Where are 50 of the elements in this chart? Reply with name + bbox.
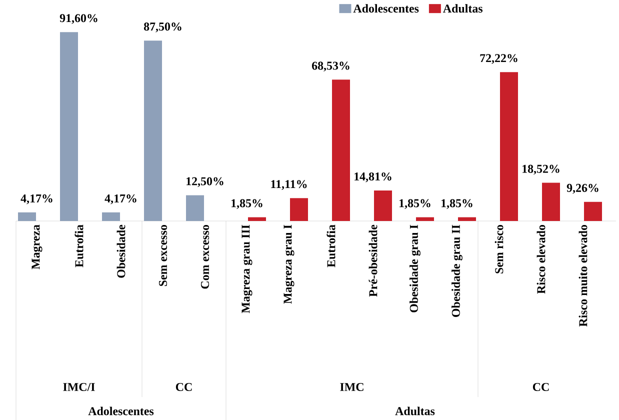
data-label: 1,85% [400,199,430,209]
x-tick-label: Sem excesso [158,224,168,286]
text: IMC [340,382,364,392]
x-tick-label: Risco muito elevado [578,224,588,327]
bar [144,40,162,221]
data-label: 9,26% [566,184,598,194]
text: Adolescentes [88,406,154,416]
data-label: 87,50% [144,22,182,32]
bar [18,212,36,221]
data-label: 1,85% [442,199,472,209]
x-tick-label: Risco elevado [536,224,546,294]
data-label: 4,17% [104,194,136,204]
bar [332,80,350,221]
x-tick-label: Eutrofia [74,224,84,268]
bar [584,202,602,221]
bar [500,72,518,221]
text: IMC/I [63,382,95,392]
data-label: 14,81% [354,172,392,182]
x-tick-label: Obesidade [116,224,126,278]
bar [186,195,204,221]
bar [60,32,78,221]
bar [374,190,392,221]
data-label: 91,60% [60,14,98,24]
bar [290,198,308,221]
x-tick-label: Magreza [32,224,42,270]
data-label: 11,11% [271,180,307,190]
data-label: 12,50% [186,177,224,188]
x-tick-label: Com excesso [200,224,210,289]
x-tick-label: Magreza grau III [242,224,252,314]
x-tick-label: Pré-obesidade [368,224,378,297]
data-label: 4,17% [20,194,52,204]
data-label: 18,52% [522,164,560,175]
legend-label: Adolescentes [353,4,419,13]
bar [542,182,560,221]
text: Adultas [395,406,435,416]
data-label: 1,85% [232,199,262,209]
legend-label: Adultas [443,4,483,13]
text: CC [176,382,192,392]
x-tick-label: Obesidade grau II [452,224,462,317]
bar [416,217,434,221]
data-label: 72,22% [480,54,518,64]
bar [248,217,266,221]
bar [458,217,476,221]
x-tick-label: Eutrofia [326,224,336,268]
bar [102,212,120,221]
x-tick-label: Obesidade grau I [410,224,420,312]
x-tick-label: Sem risco [494,224,504,274]
data-label: 68,53% [312,62,350,72]
x-tick-label: Magreza grau I [284,224,294,304]
text: CC [532,382,549,392]
